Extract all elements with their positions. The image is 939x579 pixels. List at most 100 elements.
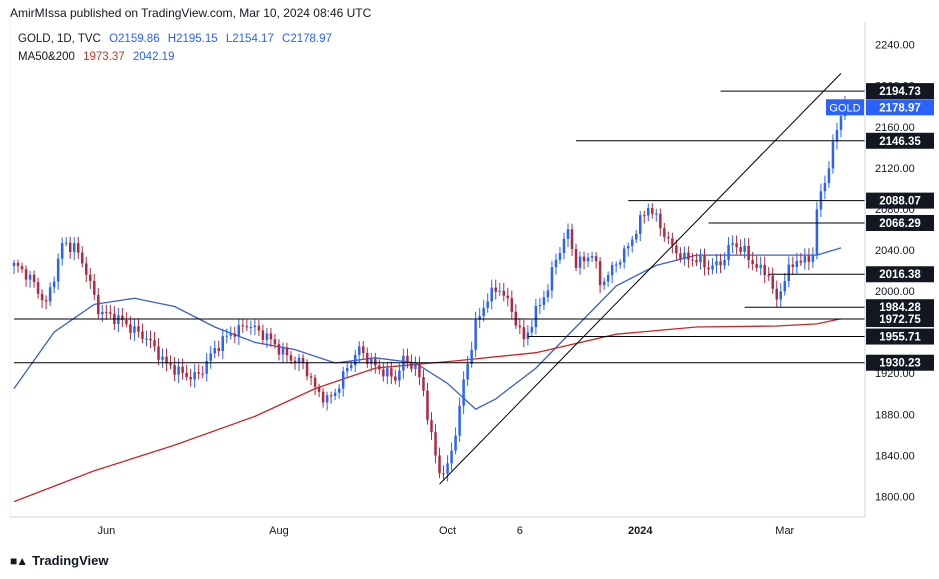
- candle-body: [189, 377, 192, 380]
- candle-body: [430, 420, 433, 433]
- candle-body: [333, 392, 337, 396]
- candle-body: [594, 256, 598, 262]
- candle-body: [281, 347, 285, 355]
- drawings[interactable]: [14, 72, 865, 485]
- candle-body: [177, 366, 180, 375]
- candle-body: [446, 463, 449, 474]
- candle-body: [117, 315, 120, 324]
- candle-body: [193, 372, 196, 380]
- candle-body: [297, 357, 301, 364]
- ma-legend[interactable]: MA50&200 1973.37 2042.19: [18, 51, 179, 63]
- price-tick-label: 1800.00: [875, 491, 915, 503]
- axes: 1800.001840.001880.001920.001960.002000.…: [9, 12, 934, 537]
- candle-body: [823, 183, 827, 192]
- price-level-label: 2016.38: [879, 269, 921, 281]
- candle-body: [751, 260, 754, 265]
- candle-body: [205, 360, 208, 374]
- candle-body: [181, 366, 184, 373]
- candle-body: [221, 336, 224, 352]
- candle-body: [321, 391, 325, 403]
- candle-body: [68, 242, 72, 252]
- candle-body: [574, 249, 578, 268]
- footer-brand[interactable]: ■▲ TradingView: [10, 553, 108, 568]
- candle-body: [169, 363, 172, 366]
- price-tick-label: 2120.00: [875, 163, 915, 175]
- candle-body: [831, 141, 835, 169]
- candle-body: [345, 367, 349, 372]
- candle-body: [630, 239, 634, 246]
- price-level-label: 1930.23: [879, 358, 921, 370]
- candle-body: [16, 262, 20, 267]
- candle-body: [815, 209, 819, 255]
- candle-body: [434, 432, 437, 456]
- candles: [12, 95, 847, 482]
- candle-body: [233, 333, 237, 337]
- candle-body: [606, 275, 610, 282]
- candle-body: [546, 290, 550, 298]
- ma-label[interactable]: MA50&200: [18, 51, 75, 63]
- candle-body: [735, 243, 738, 248]
- candle-body: [478, 316, 481, 320]
- candle-body: [48, 287, 52, 302]
- candle-body: [659, 213, 662, 229]
- candle-body: [538, 304, 542, 307]
- candle-body: [767, 275, 770, 277]
- candle-body: [626, 245, 630, 249]
- candle-body: [382, 369, 385, 377]
- candle-body: [763, 264, 766, 276]
- candle-body: [249, 327, 253, 329]
- candle-body: [414, 364, 417, 369]
- brand-name: TradingView: [32, 553, 109, 568]
- candle-body: [775, 288, 778, 300]
- price-tick-label: 1840.00: [875, 450, 915, 462]
- symbol-name[interactable]: GOLD, 1D, TVC: [18, 33, 101, 45]
- candle-body: [40, 293, 44, 301]
- candle-body: [755, 264, 758, 268]
- candle-body: [498, 290, 501, 292]
- support-trendline: [439, 72, 842, 485]
- candle-body: [101, 312, 104, 315]
- time-tick-label: Jun: [97, 525, 115, 537]
- candle-body: [558, 253, 562, 260]
- candle-body: [277, 344, 281, 355]
- candle-body: [28, 274, 32, 280]
- candle-body: [85, 263, 88, 275]
- candle-body: [771, 275, 774, 289]
- candle-body: [64, 242, 68, 244]
- candle-body: [542, 297, 546, 305]
- candle-body: [614, 264, 618, 266]
- candle-body: [719, 261, 722, 266]
- candle-body: [486, 301, 489, 308]
- candle-body: [739, 247, 742, 252]
- candle-body: [474, 319, 477, 350]
- candle-body: [149, 338, 152, 341]
- candle-body: [470, 349, 473, 364]
- candle-body: [121, 315, 124, 321]
- candle-body: [197, 372, 200, 374]
- ma50-line: [13, 247, 842, 410]
- candle-body: [795, 260, 799, 267]
- candle-body: [534, 306, 538, 328]
- candle-body: [325, 395, 329, 403]
- candle-body: [81, 252, 84, 264]
- candle-body: [237, 325, 241, 337]
- candle-body: [643, 215, 646, 217]
- candle-body: [20, 266, 24, 270]
- candle-body: [566, 229, 570, 239]
- high-value: H2195.15: [167, 33, 218, 45]
- time-tick-label: Oct: [439, 525, 456, 537]
- candle-body: [317, 386, 321, 392]
- time-tick-label: Mar: [775, 525, 794, 537]
- candle-body: [213, 348, 216, 354]
- candle-body: [610, 265, 614, 276]
- candle-body: [109, 312, 112, 314]
- candle-body: [370, 358, 373, 364]
- candle-body: [273, 339, 277, 345]
- candle-body: [60, 243, 64, 259]
- candle-body: [374, 358, 377, 366]
- candle-body: [787, 264, 791, 282]
- price-level-label: 2066.29: [879, 218, 921, 230]
- symbol-legend[interactable]: GOLD, 1D, TVC O2159.86 H2195.15 L2154.17…: [18, 33, 337, 45]
- candle-body: [494, 287, 497, 292]
